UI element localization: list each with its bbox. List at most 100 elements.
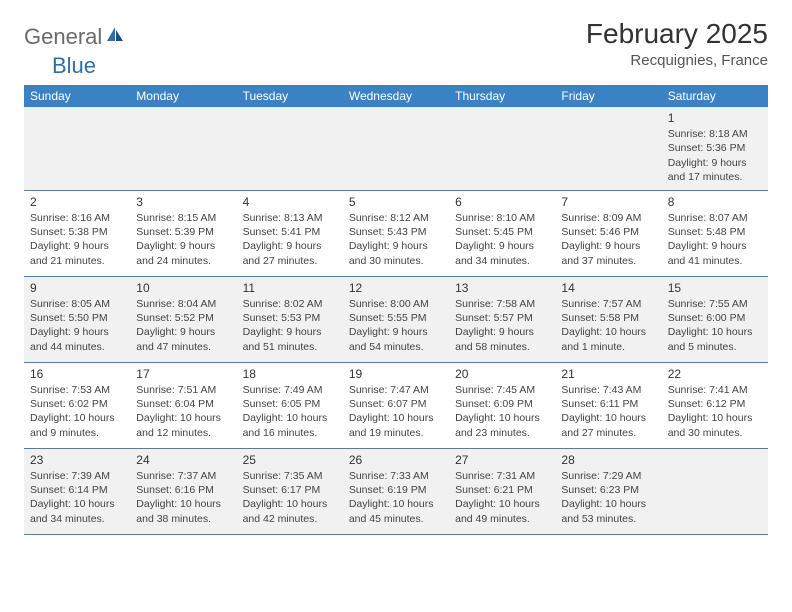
day-header: Monday (130, 85, 236, 107)
daylight-text: and 30 minutes. (668, 426, 762, 440)
daylight-text: and 41 minutes. (668, 254, 762, 268)
calendar-day-cell: 19Sunrise: 7:47 AMSunset: 6:07 PMDayligh… (343, 362, 449, 448)
calendar-day-cell: 13Sunrise: 7:58 AMSunset: 5:57 PMDayligh… (449, 276, 555, 362)
calendar-day-cell: 20Sunrise: 7:45 AMSunset: 6:09 PMDayligh… (449, 362, 555, 448)
sunset-text: Sunset: 5:58 PM (561, 311, 655, 325)
day-number: 10 (136, 280, 230, 296)
location-label: Recquignies, France (586, 52, 768, 69)
calendar-day-cell: 18Sunrise: 7:49 AMSunset: 6:05 PMDayligh… (237, 362, 343, 448)
calendar-day-cell: 24Sunrise: 7:37 AMSunset: 6:16 PMDayligh… (130, 448, 236, 534)
sunrise-text: Sunrise: 7:47 AM (349, 383, 443, 397)
calendar-day-cell: 26Sunrise: 7:33 AMSunset: 6:19 PMDayligh… (343, 448, 449, 534)
daylight-text: and 27 minutes. (561, 426, 655, 440)
sunset-text: Sunset: 5:38 PM (30, 225, 124, 239)
sunrise-text: Sunrise: 8:05 AM (30, 297, 124, 311)
daylight-text: and 49 minutes. (455, 512, 549, 526)
day-number: 4 (243, 194, 337, 210)
daylight-text: Daylight: 9 hours (668, 156, 762, 170)
daylight-text: and 58 minutes. (455, 340, 549, 354)
calendar-week-row: 2Sunrise: 8:16 AMSunset: 5:38 PMDaylight… (24, 190, 768, 276)
daylight-text: Daylight: 10 hours (136, 497, 230, 511)
sunset-text: Sunset: 6:19 PM (349, 483, 443, 497)
sunset-text: Sunset: 5:52 PM (136, 311, 230, 325)
calendar-day-cell: 23Sunrise: 7:39 AMSunset: 6:14 PMDayligh… (24, 448, 130, 534)
daylight-text: and 16 minutes. (243, 426, 337, 440)
calendar-day-cell: 1Sunrise: 8:18 AMSunset: 5:36 PMDaylight… (662, 107, 768, 190)
calendar-week-row: 1Sunrise: 8:18 AMSunset: 5:36 PMDaylight… (24, 107, 768, 190)
day-number: 7 (561, 194, 655, 210)
daylight-text: Daylight: 9 hours (30, 325, 124, 339)
daylight-text: and 5 minutes. (668, 340, 762, 354)
day-header: Tuesday (237, 85, 343, 107)
calendar-day-cell: 15Sunrise: 7:55 AMSunset: 6:00 PMDayligh… (662, 276, 768, 362)
daylight-text: Daylight: 10 hours (349, 497, 443, 511)
calendar-empty-cell (130, 107, 236, 190)
calendar-day-cell: 7Sunrise: 8:09 AMSunset: 5:46 PMDaylight… (555, 190, 661, 276)
calendar-empty-cell (662, 448, 768, 534)
daylight-text: Daylight: 9 hours (349, 325, 443, 339)
sunset-text: Sunset: 6:23 PM (561, 483, 655, 497)
sunset-text: Sunset: 5:48 PM (668, 225, 762, 239)
sunset-text: Sunset: 6:21 PM (455, 483, 549, 497)
daylight-text: Daylight: 10 hours (243, 497, 337, 511)
sunset-text: Sunset: 6:16 PM (136, 483, 230, 497)
calendar-day-cell: 3Sunrise: 8:15 AMSunset: 5:39 PMDaylight… (130, 190, 236, 276)
sunset-text: Sunset: 5:39 PM (136, 225, 230, 239)
day-number: 12 (349, 280, 443, 296)
calendar-day-cell: 28Sunrise: 7:29 AMSunset: 6:23 PMDayligh… (555, 448, 661, 534)
daylight-text: Daylight: 9 hours (349, 239, 443, 253)
daylight-text: Daylight: 10 hours (30, 411, 124, 425)
month-title: February 2025 (586, 18, 768, 50)
day-header: Wednesday (343, 85, 449, 107)
calendar-day-cell: 25Sunrise: 7:35 AMSunset: 6:17 PMDayligh… (237, 448, 343, 534)
daylight-text: Daylight: 10 hours (668, 325, 762, 339)
sunrise-text: Sunrise: 8:13 AM (243, 211, 337, 225)
sunrise-text: Sunrise: 7:33 AM (349, 469, 443, 483)
daylight-text: and 45 minutes. (349, 512, 443, 526)
sunrise-text: Sunrise: 8:10 AM (455, 211, 549, 225)
calendar-empty-cell (343, 107, 449, 190)
calendar-day-cell: 8Sunrise: 8:07 AMSunset: 5:48 PMDaylight… (662, 190, 768, 276)
sunrise-text: Sunrise: 7:49 AM (243, 383, 337, 397)
calendar-day-cell: 14Sunrise: 7:57 AMSunset: 5:58 PMDayligh… (555, 276, 661, 362)
daylight-text: Daylight: 10 hours (561, 497, 655, 511)
sunrise-text: Sunrise: 8:15 AM (136, 211, 230, 225)
day-number: 17 (136, 366, 230, 382)
daylight-text: and 27 minutes. (243, 254, 337, 268)
daylight-text: Daylight: 9 hours (455, 239, 549, 253)
daylight-text: Daylight: 10 hours (30, 497, 124, 511)
sunset-text: Sunset: 6:17 PM (243, 483, 337, 497)
calendar-day-cell: 22Sunrise: 7:41 AMSunset: 6:12 PMDayligh… (662, 362, 768, 448)
day-number: 14 (561, 280, 655, 296)
daylight-text: and 38 minutes. (136, 512, 230, 526)
daylight-text: and 9 minutes. (30, 426, 124, 440)
day-number: 25 (243, 452, 337, 468)
calendar-week-row: 23Sunrise: 7:39 AMSunset: 6:14 PMDayligh… (24, 448, 768, 534)
sunrise-text: Sunrise: 7:51 AM (136, 383, 230, 397)
sunset-text: Sunset: 5:43 PM (349, 225, 443, 239)
day-number: 26 (349, 452, 443, 468)
daylight-text: Daylight: 9 hours (243, 239, 337, 253)
brand-logo: General (24, 18, 125, 50)
day-number: 19 (349, 366, 443, 382)
calendar-day-cell: 4Sunrise: 8:13 AMSunset: 5:41 PMDaylight… (237, 190, 343, 276)
day-number: 15 (668, 280, 762, 296)
day-number: 9 (30, 280, 124, 296)
day-number: 27 (455, 452, 549, 468)
daylight-text: and 34 minutes. (30, 512, 124, 526)
calendar-day-cell: 27Sunrise: 7:31 AMSunset: 6:21 PMDayligh… (449, 448, 555, 534)
sunrise-text: Sunrise: 7:29 AM (561, 469, 655, 483)
sunset-text: Sunset: 5:46 PM (561, 225, 655, 239)
daylight-text: Daylight: 10 hours (561, 325, 655, 339)
day-number: 21 (561, 366, 655, 382)
day-number: 16 (30, 366, 124, 382)
sunrise-text: Sunrise: 8:07 AM (668, 211, 762, 225)
sunset-text: Sunset: 6:09 PM (455, 397, 549, 411)
title-block: February 2025 Recquignies, France (586, 18, 768, 69)
day-number: 11 (243, 280, 337, 296)
calendar-day-cell: 17Sunrise: 7:51 AMSunset: 6:04 PMDayligh… (130, 362, 236, 448)
calendar-empty-cell (24, 107, 130, 190)
day-number: 8 (668, 194, 762, 210)
day-number: 18 (243, 366, 337, 382)
sunset-text: Sunset: 5:50 PM (30, 311, 124, 325)
